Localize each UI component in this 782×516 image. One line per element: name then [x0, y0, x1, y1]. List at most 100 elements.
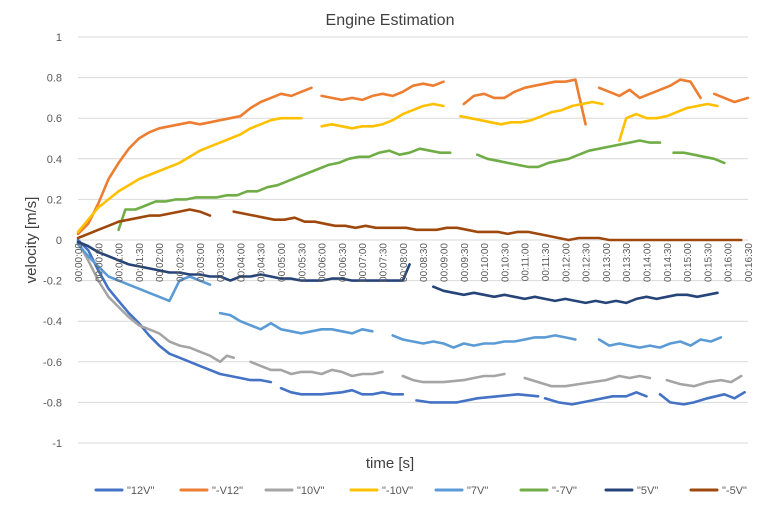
x-tick-label: 00:11:00: [521, 243, 532, 282]
y-tick-label: 0.4: [47, 154, 62, 166]
series-group: [117, 139, 726, 232]
series-line: [249, 360, 384, 378]
x-tick-label: 00:06:00: [318, 243, 329, 282]
series-line: [597, 78, 702, 100]
legend-item: "-5V": [689, 485, 747, 497]
legend-label: "10V": [297, 485, 324, 497]
series-group: [76, 240, 719, 305]
x-tick-label: 00:16:00: [724, 243, 735, 282]
series-line: [401, 372, 506, 384]
series-line: [462, 78, 587, 126]
series-line: [76, 240, 411, 282]
legend: "12V" "-V12" "10V" "-10V" "7V" "-7V" "5V" "-5V": [94, 485, 747, 497]
series-group: [76, 100, 719, 234]
legend-item: "7V": [434, 485, 488, 497]
x-tick-label: 00:02:00: [155, 243, 166, 282]
x-tick-label: 00:08:30: [419, 243, 430, 282]
series-line: [391, 334, 577, 349]
series-line: [523, 374, 652, 388]
x-tick-label: 00:00:30: [94, 243, 105, 282]
x-tick-label: 00:14:30: [663, 243, 674, 282]
x-tick-label: 00:14:00: [642, 243, 653, 282]
legend-item: "10V": [264, 485, 324, 497]
x-tick-label: 00:00:00: [74, 243, 85, 282]
series-line: [543, 390, 648, 406]
grid-layer: [78, 36, 748, 444]
x-axis-label: time [s]: [366, 455, 414, 472]
series-line: [76, 208, 212, 240]
legend-label: "5V": [637, 485, 658, 497]
x-tick-label: 00:07:00: [358, 243, 369, 282]
y-tick-label: 1: [56, 32, 62, 44]
x-tick-label: 00:16:30: [744, 243, 755, 282]
x-tick-label: 00:04:30: [257, 243, 268, 282]
x-tick-label: 00:06:30: [338, 243, 349, 282]
series-group: [76, 240, 743, 388]
legend-label: "7V": [467, 485, 488, 497]
x-tick-label: 00:13:00: [602, 243, 613, 282]
x-tick-label: 00:07:30: [379, 243, 390, 282]
y-tick-label: 0.2: [47, 194, 62, 206]
series-line: [279, 386, 405, 396]
x-tick-label: 00:15:00: [683, 243, 694, 282]
y-tick-label: 0.8: [47, 73, 62, 85]
series-line: [76, 240, 235, 364]
x-tick-label: 00:01:30: [135, 243, 146, 282]
x-axis-ticks: 00:00:00 00:00:30 00:01:00 00:01:30 00:02:00…: [74, 243, 755, 282]
y-tick-label: -0.4: [43, 316, 62, 328]
legend-label: "-V12": [212, 485, 243, 497]
y-tick-label: -0.2: [43, 276, 62, 288]
series-line: [232, 210, 743, 242]
series-group: [76, 208, 743, 242]
x-tick-label: 00:08:00: [399, 243, 410, 282]
series-line: [76, 238, 273, 384]
x-tick-label: 00:11:30: [541, 243, 552, 282]
legend-label: "-5V": [722, 485, 747, 497]
series-line: [597, 336, 723, 349]
x-tick-label: 00:01:00: [115, 243, 126, 282]
legend-label: "12V": [127, 485, 154, 497]
y-tick-label: -0.6: [43, 357, 62, 369]
x-tick-label: 00:03:00: [196, 243, 207, 282]
x-tick-label: 00:15:30: [703, 243, 714, 282]
series-line: [658, 390, 746, 406]
legend-item: "-V12": [179, 485, 243, 497]
series-line: [415, 392, 540, 404]
series-line: [618, 102, 719, 142]
y-tick-label: -1: [52, 438, 62, 450]
series-group: [76, 238, 746, 406]
y-tick-label: 0: [56, 235, 62, 247]
legend-label: "-10V": [382, 485, 413, 497]
legend-item: "-7V": [519, 485, 577, 497]
x-tick-label: 00:03:30: [216, 243, 227, 282]
x-tick-label: 00:12:30: [582, 243, 593, 282]
y-axis-label: velocity [m/s]: [23, 197, 40, 284]
x-tick-label: 00:10:30: [500, 243, 511, 282]
series-line: [76, 86, 313, 236]
x-tick-label: 00:09:00: [439, 243, 450, 282]
series-line: [712, 92, 750, 104]
series-group: [76, 78, 750, 236]
x-tick-label: 00:05:30: [297, 243, 308, 282]
series-line: [459, 100, 604, 126]
series-line: [475, 139, 662, 169]
y-tick-label: 0.6: [47, 113, 62, 125]
legend-label: "-7V": [552, 485, 577, 497]
series-group: [76, 242, 723, 349]
x-tick-label: 00:13:30: [622, 243, 633, 282]
x-tick-label: 00:05:00: [277, 243, 288, 282]
x-tick-label: 00:09:30: [460, 243, 471, 282]
series-line: [117, 147, 452, 232]
series-line: [76, 116, 303, 234]
x-tick-label: 00:10:00: [480, 243, 491, 282]
x-tick-label: 00:04:00: [236, 243, 247, 282]
series-line: [218, 311, 374, 335]
legend-item: "12V": [94, 485, 154, 497]
series-line: [672, 151, 726, 165]
legend-item: "-10V": [349, 485, 413, 497]
series-line: [76, 242, 212, 303]
series-line: [665, 374, 743, 388]
y-axis-ticks: 1 0.8 0.6 0.4 0.2 0 -0.2 -0.4 -0.6 -0.8 -1: [43, 32, 62, 450]
